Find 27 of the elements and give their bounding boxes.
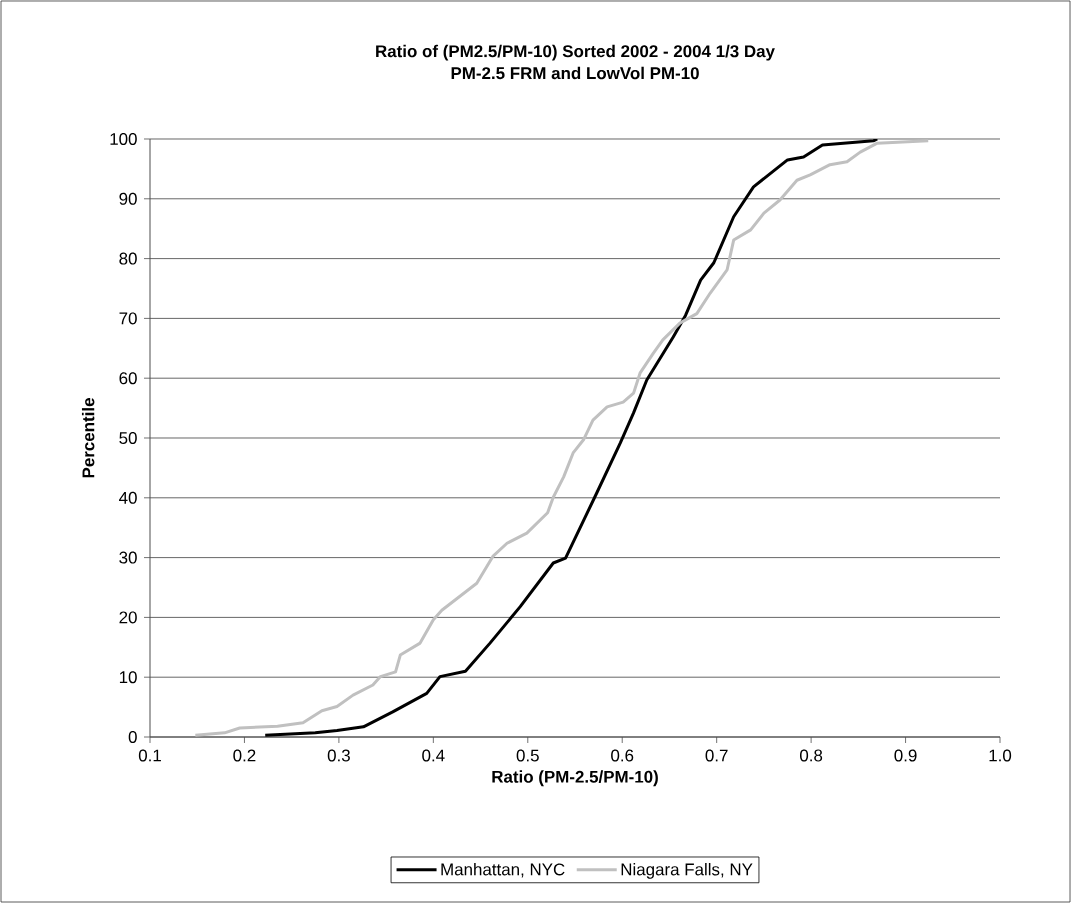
x-tick-label: 0.8 [800, 749, 823, 762]
y-tick-label: 40 [119, 491, 137, 504]
x-tick-label: 0.5 [516, 749, 539, 762]
x-axis-title: Ratio (PM-2.5/PM-10) [492, 770, 658, 787]
y-tick-label: 30 [119, 551, 137, 564]
x-tick-label: 0.6 [611, 749, 634, 762]
y-tick-label: 100 [110, 132, 137, 145]
x-tick-label: 0.7 [705, 749, 728, 762]
chart-title: Ratio of (PM2.5/PM-10) Sorted 2002 - 2004 1/3 Day [376, 44, 775, 61]
x-tick-label: 0.3 [327, 749, 350, 762]
x-tick-label: 0.9 [894, 749, 917, 762]
y-tick-label: 90 [119, 192, 137, 205]
y-tick-label: 20 [119, 611, 137, 624]
x-tick-label: 1.0 [989, 749, 1012, 762]
x-tick-label: 0.2 [233, 749, 256, 762]
x-tick-label: 0.4 [422, 749, 445, 762]
y-tick-label: 50 [119, 432, 137, 444]
y-axis-title: Percentile [81, 398, 95, 478]
y-tick-label: 70 [119, 312, 137, 325]
y-tick-label: 60 [119, 372, 137, 385]
legend-label: Manhattan, NYC [441, 863, 565, 878]
y-tick-label: 10 [119, 671, 137, 684]
chart-subtitle: PM-2.5 FRM and LowVol PM-10 [451, 66, 699, 80]
legend-label: Niagara Falls, NY [621, 863, 753, 879]
y-tick-label: 80 [119, 252, 137, 265]
y-tick-label: 0 [128, 731, 137, 743]
x-tick-label: 0.1 [138, 749, 161, 762]
